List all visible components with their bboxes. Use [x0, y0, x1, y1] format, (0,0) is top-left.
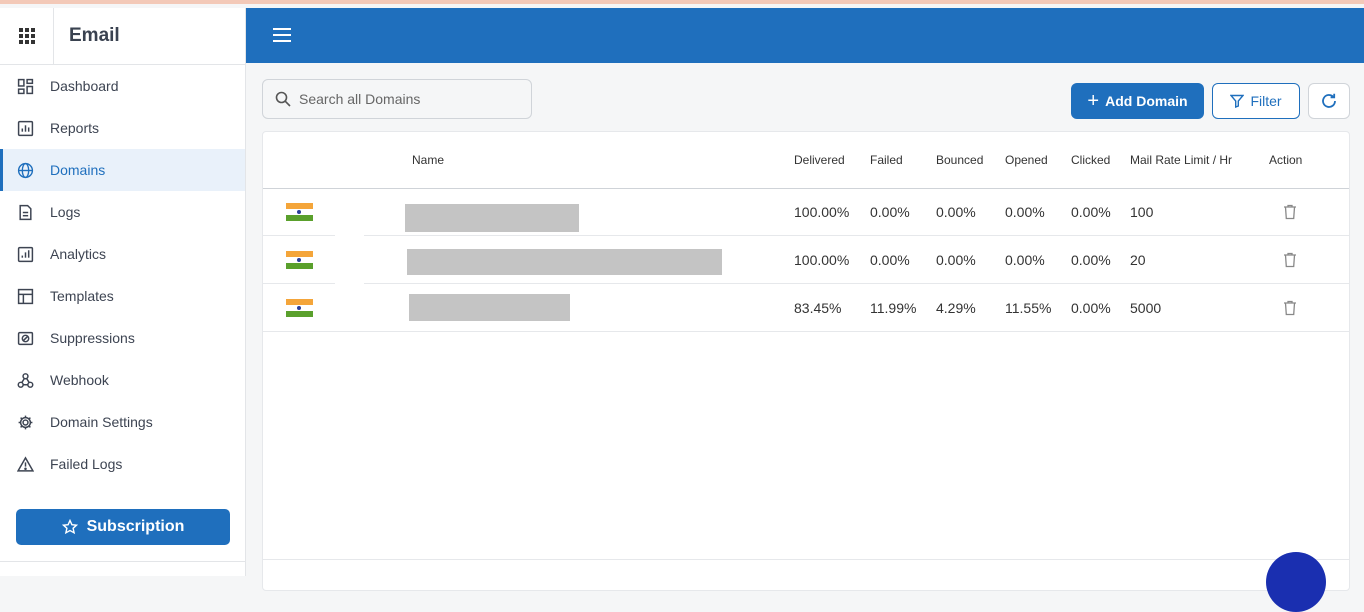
domain-name-redacted — [407, 249, 722, 275]
search-icon — [275, 91, 291, 107]
row-divider — [263, 235, 335, 236]
table-row[interactable]: 83.45% 11.99% 4.29% 11.55% 0.00% 5000 — [263, 284, 1349, 332]
delivered-cell: 100.00% — [794, 204, 850, 220]
column-header-delivered[interactable]: Delivered — [794, 153, 845, 167]
sidebar-item-domains[interactable]: Domains — [0, 149, 245, 191]
failed-cell: 0.00% — [870, 252, 910, 268]
subscription-label: Subscription — [86, 518, 185, 535]
column-header-opened[interactable]: Opened — [1005, 153, 1048, 167]
delete-icon[interactable] — [1283, 252, 1297, 268]
star-icon — [61, 519, 78, 535]
table-row[interactable]: 100.00% 0.00% 0.00% 0.00% 0.00% 20 — [263, 236, 1349, 284]
sidebar-item-logs[interactable]: Logs — [0, 191, 245, 233]
table-footer-divider — [263, 559, 1349, 560]
failed-cell: 0.00% — [870, 204, 910, 220]
sidebar-item-label: Templates — [50, 288, 114, 304]
chat-widget-button[interactable] — [1266, 552, 1326, 612]
dashboard-icon — [17, 78, 34, 95]
column-header-mail-rate[interactable]: Mail Rate Limit / Hr — [1130, 153, 1233, 167]
refresh-icon — [1322, 93, 1336, 108]
row-divider — [263, 283, 335, 284]
delivered-cell: 100.00% — [794, 252, 850, 268]
refresh-button[interactable] — [1308, 83, 1350, 119]
template-icon — [17, 288, 34, 305]
clicked-cell: 0.00% — [1071, 204, 1111, 220]
apps-grid-icon[interactable] — [0, 8, 54, 64]
delete-icon[interactable] — [1283, 300, 1297, 316]
suppression-icon — [17, 330, 34, 347]
sidebar-item-label: Logs — [50, 204, 81, 220]
bounced-cell: 0.00% — [936, 252, 976, 268]
mail-rate-cell: 5000 — [1130, 300, 1162, 316]
india-flag-icon — [286, 251, 313, 269]
column-header-clicked[interactable]: Clicked — [1071, 153, 1111, 167]
table-header: Name Delivered Failed Bounced Opened Cli… — [263, 132, 1349, 189]
sidebar-item-label: Analytics — [50, 246, 107, 262]
sidebar-item-label: Domains — [50, 162, 106, 178]
sidebar-item-dashboard[interactable]: Dashboard — [0, 65, 245, 107]
add-domain-button[interactable]: + Add Domain — [1071, 83, 1204, 119]
sidebar-header: Email — [0, 8, 245, 65]
menu-icon[interactable] — [273, 28, 291, 42]
document-icon — [17, 204, 34, 221]
sidebar-item-label: Failed Logs — [50, 456, 123, 472]
sidebar-item-label: Dashboard — [50, 78, 119, 94]
table-row[interactable]: 100.00% 0.00% 0.00% 0.00% 0.00% 100 — [263, 188, 1349, 236]
sidebar-divider — [0, 561, 246, 562]
row-divider — [364, 235, 1349, 236]
bounced-cell: 4.29% — [936, 300, 976, 316]
globe-www-icon — [17, 162, 34, 179]
sidebar-item-suppressions[interactable]: Suppressions — [0, 317, 245, 359]
clicked-cell: 0.00% — [1071, 300, 1111, 316]
opened-cell: 11.55% — [1005, 300, 1052, 316]
plus-icon: + — [1087, 90, 1100, 112]
sidebar-item-templates[interactable]: Templates — [0, 275, 245, 317]
domain-name-redacted — [409, 294, 570, 321]
search-box[interactable] — [262, 79, 532, 119]
filter-icon — [1230, 94, 1245, 108]
app-title: Email — [69, 25, 120, 46]
sidebar-item-label: Domain Settings — [50, 414, 153, 430]
mail-rate-cell: 100 — [1130, 204, 1154, 220]
sidebar-item-label: Reports — [50, 120, 100, 136]
top-bar — [246, 8, 1364, 63]
mail-rate-cell: 20 — [1130, 252, 1146, 268]
sidebar-item-domain-settings[interactable]: Domain Settings — [0, 401, 245, 443]
add-domain-label: Add Domain — [1105, 93, 1188, 109]
webhook-icon — [17, 372, 34, 389]
failed-cell: 11.99% — [870, 300, 917, 316]
delete-icon[interactable] — [1283, 204, 1297, 220]
row-divider — [263, 331, 1349, 332]
row-divider — [364, 283, 1349, 284]
clicked-cell: 0.00% — [1071, 252, 1111, 268]
column-header-bounced[interactable]: Bounced — [936, 153, 984, 167]
column-header-failed[interactable]: Failed — [870, 153, 903, 167]
sidebar-nav: Dashboard Reports Domains Logs Analytics — [0, 65, 245, 485]
sidebar-item-analytics[interactable]: Analytics — [0, 233, 245, 275]
bounced-cell: 0.00% — [936, 204, 976, 220]
bar-chart-icon — [17, 120, 34, 137]
sidebar-item-label: Suppressions — [50, 330, 135, 346]
filter-label: Filter — [1250, 93, 1282, 109]
subscription-button[interactable]: Subscription — [16, 509, 230, 545]
india-flag-icon — [286, 299, 313, 317]
sidebar-item-label: Webhook — [50, 372, 109, 388]
sidebar-item-failed-logs[interactable]: Failed Logs — [0, 443, 245, 485]
gear-icon — [17, 414, 34, 431]
india-flag-icon — [286, 203, 313, 221]
opened-cell: 0.00% — [1005, 252, 1045, 268]
domain-name-redacted — [405, 204, 579, 232]
column-header-name[interactable]: Name — [412, 153, 445, 167]
opened-cell: 0.00% — [1005, 204, 1045, 220]
sidebar: Email Dashboard Reports Domains Logs — [0, 8, 246, 576]
sidebar-item-reports[interactable]: Reports — [0, 107, 245, 149]
domains-table: Name Delivered Failed Bounced Opened Cli… — [262, 131, 1350, 591]
delivered-cell: 83.45% — [794, 300, 842, 316]
sidebar-item-webhook[interactable]: Webhook — [0, 359, 245, 401]
analytics-icon — [17, 246, 34, 263]
filter-button[interactable]: Filter — [1212, 83, 1300, 119]
warning-icon — [17, 455, 34, 473]
column-header-action: Action — [1269, 153, 1303, 167]
search-input[interactable] — [297, 90, 521, 108]
